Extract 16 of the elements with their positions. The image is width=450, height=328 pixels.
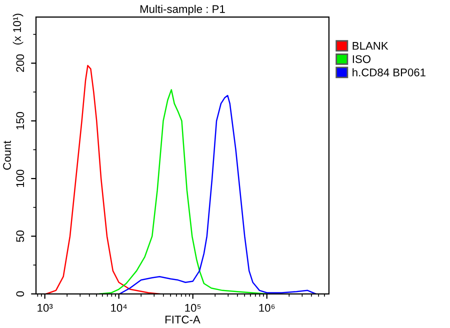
y-tick-label: 50 — [16, 230, 24, 242]
legend-label: h.CD84 BP061 — [352, 68, 426, 76]
x-axis-title: FITC-A — [165, 316, 200, 324]
legend-label: ISO — [352, 55, 370, 64]
legend-label: BLANK — [352, 42, 388, 50]
text: (x 10¹) — [12, 14, 24, 45]
y-tick-label: 200 — [16, 54, 24, 72]
y-tick-label: 150 — [16, 112, 24, 130]
y-tick-label: 0 — [16, 291, 24, 297]
x-tick-label: 10⁴ — [111, 304, 127, 312]
x-tick-label: 10⁶ — [259, 304, 275, 312]
chart-title: Multi-sample : P1 — [140, 4, 225, 16]
x-tick-label: 10³ — [38, 304, 53, 312]
y-tick-label: 100 — [16, 170, 24, 187]
y-axis-title: Count — [3, 140, 11, 170]
x-tick-label: 10⁵ — [185, 304, 201, 312]
